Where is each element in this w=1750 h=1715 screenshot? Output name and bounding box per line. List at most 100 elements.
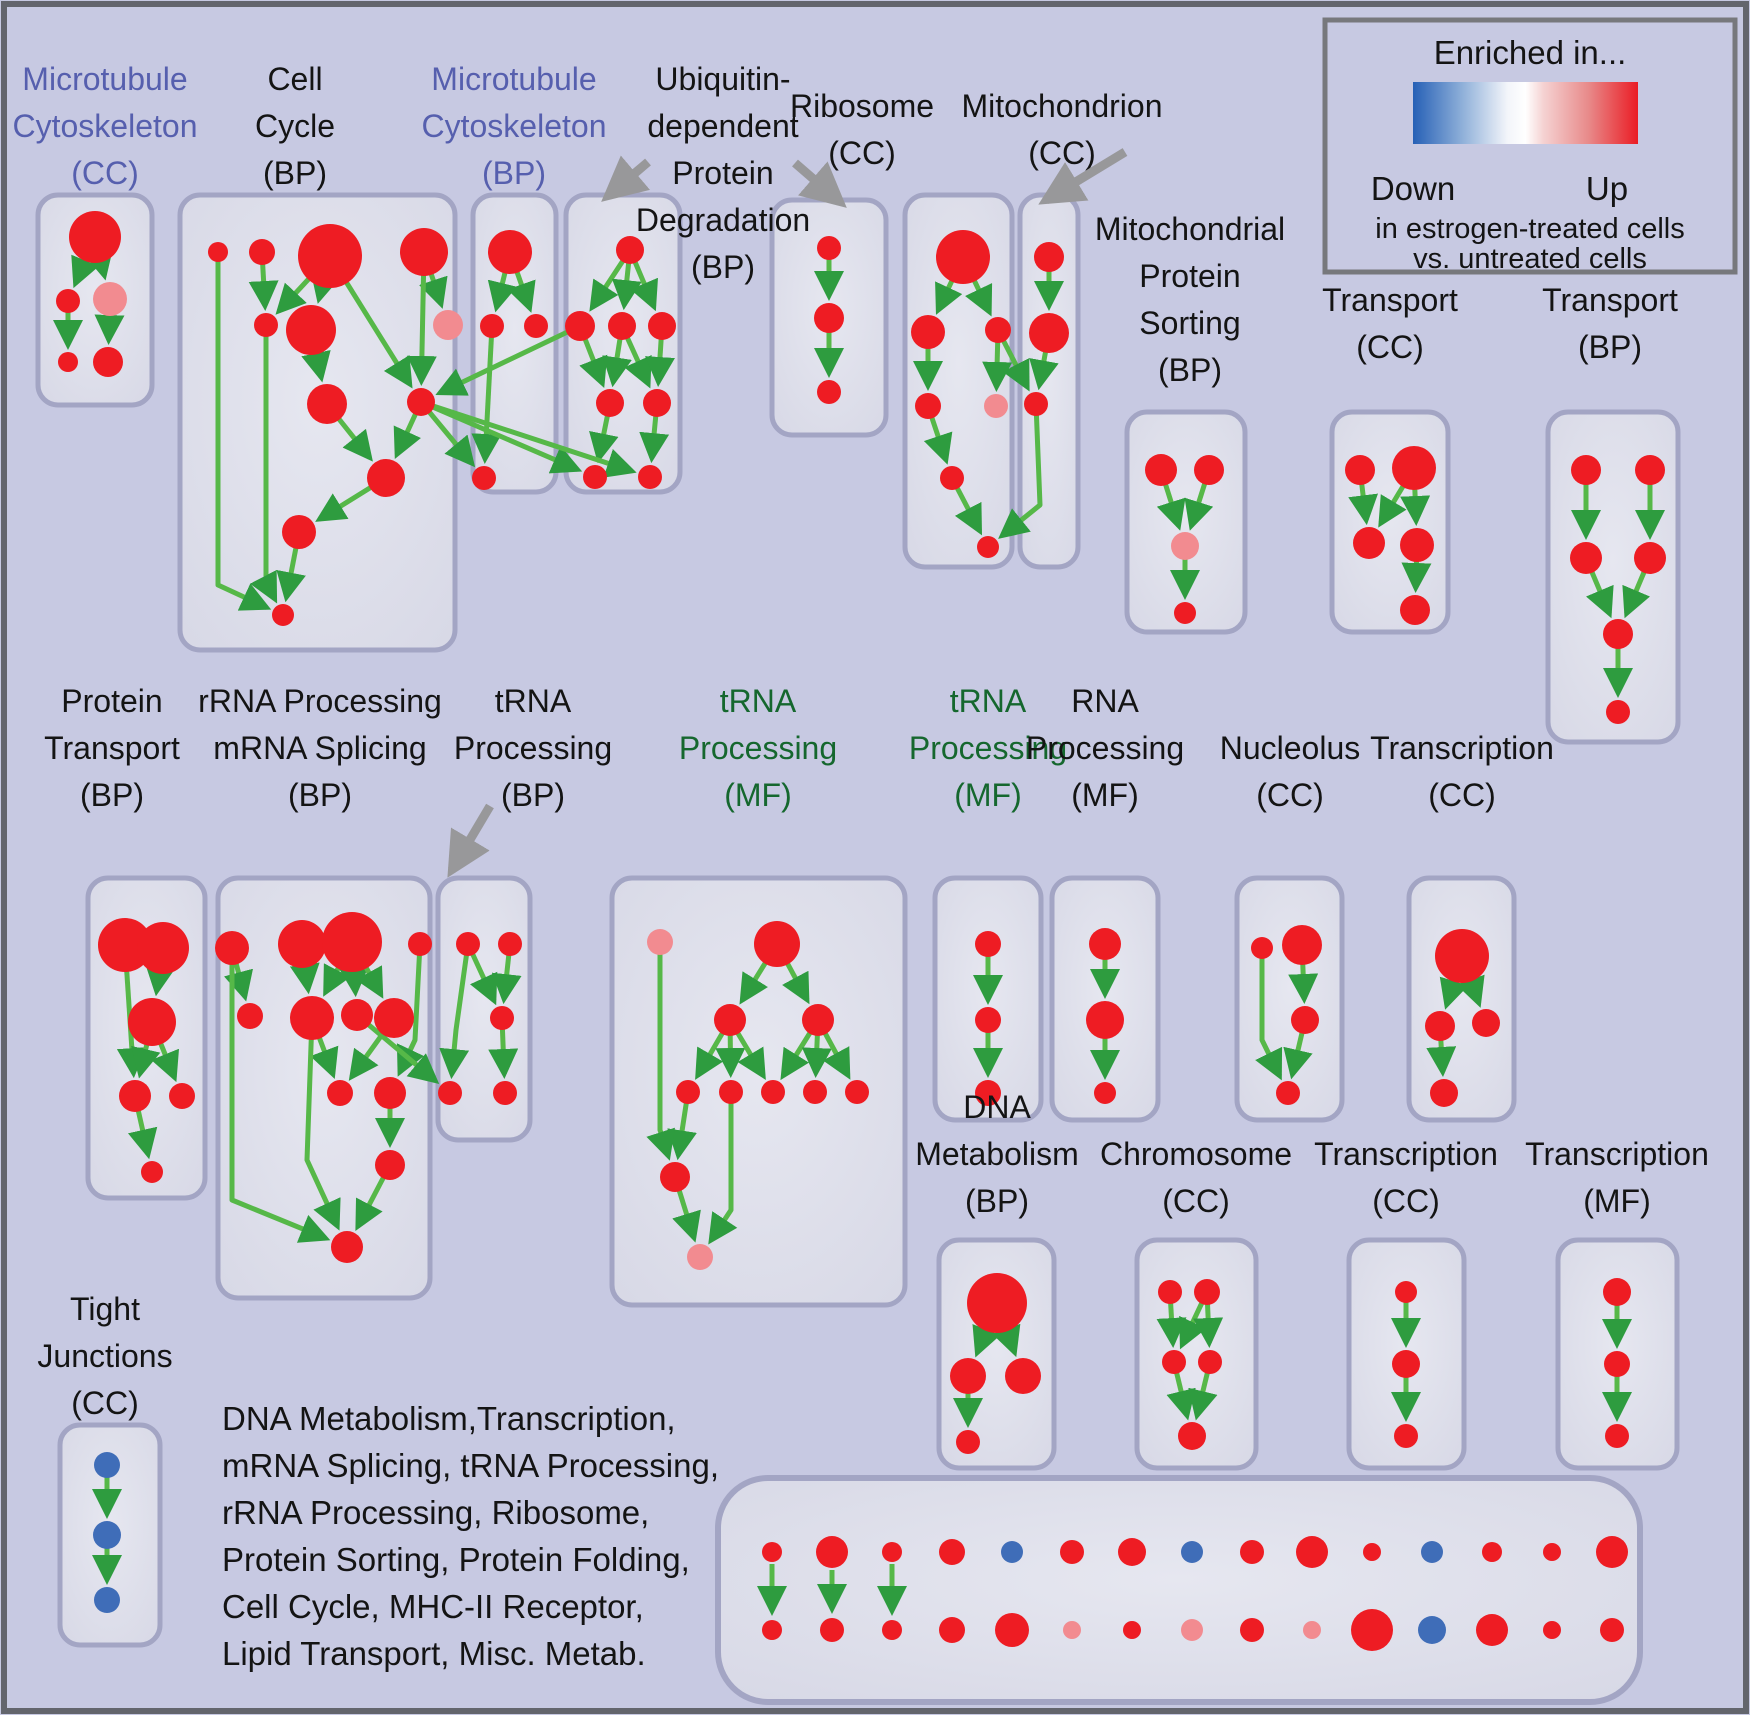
legend-down-label: Down bbox=[1371, 170, 1455, 207]
floating-label-ubiquitin-degradation: Degradation bbox=[636, 202, 810, 238]
go-term-node-chromosome-cc-4 bbox=[1178, 1422, 1206, 1450]
go-term-node-mitochondrial-protein-sorting-bp-0 bbox=[1145, 454, 1177, 486]
go-term-node-cell-cycle-bp-10 bbox=[282, 515, 316, 549]
cross-edge-ubiquitin-degradation-box-1-to-cell-cycle-bp bbox=[435, 323, 582, 396]
misc-node-bottom-13 bbox=[1543, 1621, 1561, 1639]
cluster-label-mitochondrial-protein-sorting-bp: (BP) bbox=[1158, 352, 1222, 388]
go-term-node-transcription-mf-1 bbox=[1604, 1351, 1630, 1377]
floating-label-ubiquitin-degradation: Protein bbox=[672, 155, 773, 191]
go-term-node-ribosome-cc-3 bbox=[915, 393, 941, 419]
cluster-label-transcription-cc-lower: Transcription bbox=[1314, 1136, 1498, 1172]
go-term-node-ubiquitin-degradation-box-1-7 bbox=[638, 465, 662, 489]
go-term-node-rrna-processing-mrna-splicing-bp-8 bbox=[327, 1080, 353, 1106]
go-term-node-ubiquitin-degradation-box-1-1 bbox=[565, 311, 595, 341]
go-term-node-protein-transport-bp-5 bbox=[141, 1161, 163, 1183]
go-term-node-rrna-processing-mrna-splicing-bp-4 bbox=[237, 1003, 263, 1029]
go-term-node-ubiquitin-degradation-box-1-0 bbox=[616, 236, 644, 264]
go-term-node-transcription-cc-upper-0 bbox=[1435, 929, 1489, 983]
legend-gradient-bar bbox=[1413, 82, 1638, 144]
go-term-node-nuclear-transport-cc-1 bbox=[1392, 446, 1436, 490]
annotation-pointer-arrow-0 bbox=[601, 155, 651, 202]
edge-trna-processing-bp bbox=[439, 943, 471, 1080]
floating-label-ubiquitin-degradation: dependent bbox=[647, 108, 798, 144]
cluster-label-dna-metabolism-bp: DNA bbox=[963, 1089, 1031, 1125]
misc-node-top-7 bbox=[1181, 1541, 1203, 1563]
legend-box bbox=[1322, 17, 1738, 275]
cluster-label-trna-processing-mf-small: tRNA bbox=[950, 683, 1027, 719]
go-term-node-trna-processing-mf-small-2 bbox=[975, 1080, 1001, 1106]
go-term-node-nuclear-transport-cc-4 bbox=[1400, 595, 1430, 625]
misc-node-top-14 bbox=[1596, 1536, 1628, 1568]
cluster-label-protein-transport-bp: Protein bbox=[61, 683, 162, 719]
cluster-box-nuclear-transport-cc bbox=[1329, 409, 1451, 635]
go-term-node-chromosome-cc-0 bbox=[1158, 1280, 1182, 1304]
go-term-node-nucleolus-cc-0 bbox=[1251, 937, 1273, 959]
misc-node-top-2 bbox=[882, 1542, 902, 1562]
go-term-node-nucleolus-cc-3 bbox=[1276, 1081, 1300, 1105]
go-term-node-rna-transport-bp-4 bbox=[1603, 619, 1633, 649]
go-term-node-microtubule-cytoskeleton-bp-1 bbox=[480, 314, 504, 338]
cluster-label-microtubule-cytoskeleton-cc: Cytoskeleton bbox=[13, 108, 198, 144]
go-term-node-rna-transport-bp-3 bbox=[1634, 542, 1666, 574]
cluster-label-ribosome-cc: Ribosome bbox=[790, 88, 934, 124]
legend-subtitle-line1: in estrogen-treated cells bbox=[1375, 213, 1685, 245]
go-term-node-rna-processing-mf-2 bbox=[1094, 1082, 1116, 1104]
cluster-label-transcription-mf: Transcription bbox=[1525, 1136, 1709, 1172]
go-term-node-rna-processing-mf-0 bbox=[1089, 928, 1121, 960]
go-term-node-cell-cycle-bp-9 bbox=[367, 459, 405, 497]
go-term-node-tight-junctions-cc-0 bbox=[94, 1452, 120, 1478]
cluster-label-chromosome-cc: Chromosome bbox=[1100, 1136, 1292, 1172]
go-term-node-protein-transport-bp-3 bbox=[119, 1080, 151, 1112]
cluster-label-rna-processing-mf: Processing bbox=[1026, 730, 1184, 766]
go-term-node-ribosome-cc-2 bbox=[985, 317, 1011, 343]
go-term-node-protein-transport-bp-1 bbox=[137, 922, 189, 974]
go-term-node-trna-processing-mf-large-8 bbox=[845, 1080, 869, 1104]
annotation-pointer-arrow-3 bbox=[447, 803, 494, 878]
go-term-node-rrna-processing-mrna-splicing-bp-6 bbox=[341, 999, 373, 1031]
cluster-label-rna-processing-mf: (MF) bbox=[1071, 777, 1139, 813]
go-term-node-cell-cycle-bp-11 bbox=[272, 604, 294, 626]
go-term-node-mitochondrial-protein-sorting-bp-3 bbox=[1174, 602, 1196, 624]
cluster-label-nuclear-transport-cc: (CC) bbox=[1356, 329, 1424, 365]
misc-node-bottom-9 bbox=[1303, 1621, 1321, 1639]
cluster-label-trna-processing-mf-small: Processing bbox=[909, 730, 1067, 766]
go-term-node-trna-processing-mf-large-9 bbox=[660, 1162, 690, 1192]
go-term-node-protein-transport-bp-0 bbox=[98, 918, 152, 972]
go-term-node-nuclear-transport-cc-0 bbox=[1345, 455, 1375, 485]
go-term-node-rrna-processing-mrna-splicing-bp-0 bbox=[215, 931, 249, 965]
cluster-label-microtubule-cytoskeleton-bp: Microtubule bbox=[431, 61, 596, 97]
misc-node-bottom-1 bbox=[820, 1618, 844, 1642]
go-term-node-mitochondrion-cc-1 bbox=[1029, 313, 1069, 353]
cluster-label-chromosome-cc: (CC) bbox=[1162, 1183, 1230, 1219]
go-term-node-cell-cycle-bp-7 bbox=[307, 384, 347, 424]
go-term-node-microtubule-cytoskeleton-cc-4 bbox=[93, 347, 123, 377]
cross-edge-rrna-processing-mrna-splicing-bp-to-trna-processing-bp bbox=[355, 1013, 440, 1085]
misc-node-top-12 bbox=[1482, 1542, 1502, 1562]
go-term-node-rna-transport-bp-2 bbox=[1570, 542, 1602, 574]
go-term-node-ribosome-cc-4 bbox=[984, 394, 1008, 418]
misc-node-bottom-2 bbox=[882, 1620, 902, 1640]
cluster-label-mitochondrial-protein-sorting-bp: Protein bbox=[1139, 258, 1240, 294]
edge-rrna-processing-mrna-splicing-bp bbox=[229, 948, 331, 1243]
misc-node-bottom-6 bbox=[1123, 1621, 1141, 1639]
misc-node-bottom-11 bbox=[1418, 1616, 1446, 1644]
misc-node-bottom-0 bbox=[762, 1620, 782, 1640]
go-term-node-ribosome-cc-1 bbox=[911, 315, 945, 349]
cluster-label-trna-processing-bp: Processing bbox=[454, 730, 612, 766]
go-term-node-ubiquitin-degradation-box-1-4 bbox=[596, 389, 624, 417]
misc-categories-note-line: Protein Sorting, Protein Folding, bbox=[222, 1541, 690, 1578]
go-term-node-transcription-cc-upper-2 bbox=[1472, 1009, 1500, 1037]
cluster-label-tight-junctions-cc: (CC) bbox=[71, 1385, 139, 1421]
edge-trna-processing-mf-large bbox=[708, 1092, 738, 1245]
cluster-label-dna-metabolism-bp: (BP) bbox=[965, 1183, 1029, 1219]
go-term-node-ubiquitin-degradation-box-2-1 bbox=[814, 303, 844, 333]
misc-categories-note-line: DNA Metabolism,Transcription, bbox=[222, 1400, 676, 1437]
edge-microtubule-cytoskeleton-bp bbox=[471, 325, 502, 464]
cluster-label-rrna-processing-mrna-splicing-bp: rRNA Processing bbox=[198, 683, 442, 719]
nodes-layer bbox=[56, 211, 1666, 1651]
go-term-node-microtubule-cytoskeleton-cc-3 bbox=[58, 352, 78, 372]
go-term-node-rrna-processing-mrna-splicing-bp-11 bbox=[331, 1231, 363, 1263]
cluster-label-mitochondrial-protein-sorting-bp: Sorting bbox=[1139, 305, 1240, 341]
edge-rrna-processing-mrna-splicing-bp bbox=[396, 943, 425, 1077]
go-term-node-transcription-cc-lower-0 bbox=[1395, 1281, 1417, 1303]
